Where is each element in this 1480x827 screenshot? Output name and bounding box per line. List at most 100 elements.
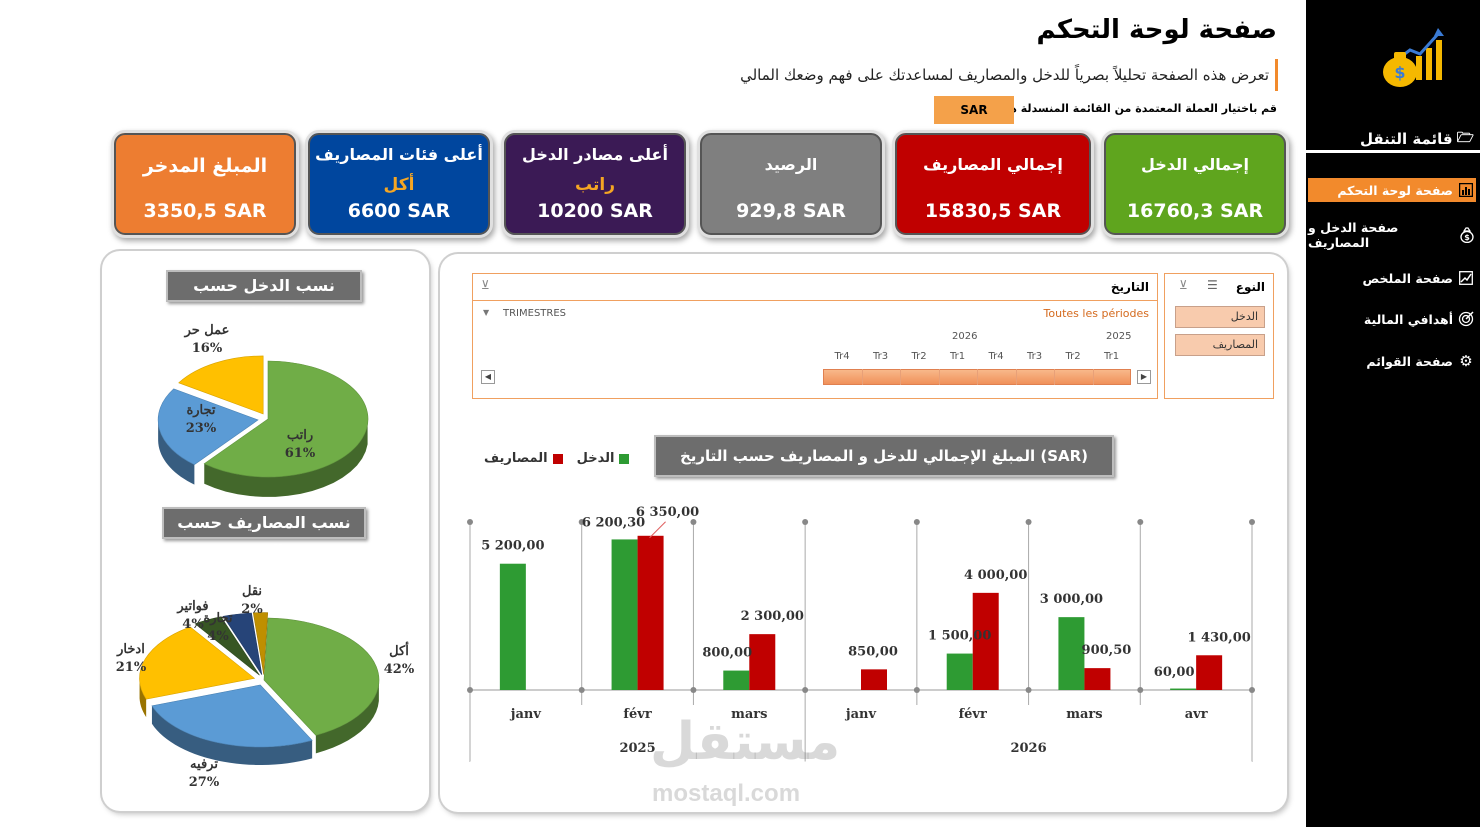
pie-label-name: نقل — [242, 584, 262, 599]
pie-label-name: فواتير — [176, 599, 208, 614]
data-label: 900,50 — [1082, 643, 1132, 658]
type-slicer[interactable]: النوع ☰ ⊻ الدخل المصاريف — [1164, 273, 1274, 399]
x-tick-label: mars — [1066, 707, 1102, 722]
data-label: 800,00 — [702, 646, 752, 661]
pie-label-pct: 27% — [189, 775, 220, 790]
currency-label: قم باختيار العملة المعتمدة من القائمة ال… — [1000, 102, 1277, 115]
quarter-label[interactable]: Tr2 — [1065, 351, 1081, 362]
pie-label-name: تجارة — [186, 403, 215, 418]
legend-swatch-income — [619, 453, 630, 464]
date-slicer-title: التاريخ — [1110, 280, 1149, 294]
quarter-row: Tr4 Tr3 Tr2 Tr1 Tr4 Tr3 Tr2 Tr1 — [823, 351, 1131, 365]
nav-item-financial-goals[interactable]: أهدافي المالية — [1308, 307, 1476, 331]
page-subtitle: تعرض هذه الصفحة تحليلاً بصرياً للدخل وال… — [740, 59, 1278, 91]
pie-slice-side — [151, 705, 313, 765]
quarter-label[interactable]: Tr1 — [1103, 351, 1120, 362]
watermark-arabic: مستقل — [650, 712, 841, 772]
bar-chart-title: المبلغ الإجمالي للدخل و المصاريف حسب الت… — [654, 435, 1114, 477]
date-timeline-slicer[interactable]: التاريخ ⊻ Toutes les périodes ▼ TRIMESTR… — [472, 273, 1158, 399]
data-label: 850,00 — [848, 644, 898, 659]
watermark-latin: mostaql.com — [652, 780, 801, 807]
kpi-total-income: إجمالي الدخل 16760,3 SAR — [1101, 130, 1289, 238]
pie-slice-راتب — [203, 360, 369, 478]
clear-filter-icon[interactable]: ⊻ — [1179, 278, 1188, 292]
kpi-label: الرصيد — [764, 155, 818, 174]
pie-slice-عمل حر — [178, 355, 264, 415]
bar-income-mars — [723, 670, 750, 690]
nav-item-lists[interactable]: صفحة القوائم ⚙ — [1366, 352, 1473, 370]
x-group-label: 2025 — [619, 741, 655, 756]
pie-label-pct: 23% — [186, 421, 217, 436]
data-label: 3 000,00 — [1040, 592, 1103, 607]
legend: الدخل المصاريف — [484, 451, 630, 466]
bar-expense-févr — [972, 592, 999, 690]
money-bag-icon: $ — [1459, 227, 1474, 243]
legend-label-expenses: المصاريف — [484, 451, 548, 466]
kpi-value: 3350,5 SAR — [143, 200, 267, 222]
currency-dropdown[interactable]: SAR — [934, 96, 1014, 124]
x-tick-label: janv — [845, 707, 877, 722]
pie-slice-تجارة — [222, 612, 263, 675]
pie-label-name: راتب — [287, 428, 313, 443]
chart-line-icon — [1458, 270, 1474, 286]
quarter-label[interactable]: Tr3 — [1026, 351, 1043, 362]
quarter-label[interactable]: Tr4 — [834, 351, 850, 362]
x-group-label: 2026 — [1010, 741, 1046, 756]
type-slicer-title: النوع — [1235, 280, 1265, 294]
pie-slice-side — [315, 682, 379, 754]
kpi-label: أعلى فئات المصاريف — [315, 145, 483, 164]
kpi-value: 10200 SAR — [537, 200, 653, 222]
kpi-value: 16760,3 SAR — [1126, 200, 1264, 222]
navigation-title: قائمة التنقل 🗁 — [1360, 127, 1474, 151]
year-label: 2025 — [1106, 331, 1132, 342]
pie-label-name: عمل حر — [184, 323, 230, 338]
bar-income-févr — [946, 653, 973, 690]
quarter-label[interactable]: Tr4 — [988, 351, 1004, 362]
kpi-label: إجمالي المصاريف — [923, 155, 1063, 174]
svg-text:$: $ — [1394, 63, 1405, 82]
x-tick-label: janv — [510, 707, 542, 722]
page-title: صفحة لوحة التحكم — [1036, 15, 1277, 45]
data-label: 60,00 — [1154, 665, 1195, 680]
legend-swatch-expenses — [552, 453, 563, 464]
nav-item-summary[interactable]: صفحة الملخص — [1308, 266, 1476, 290]
scroll-left-button[interactable]: ◀ — [481, 370, 495, 384]
expense-pie-title: نسب المصاريف حسب النوع — [162, 507, 366, 560]
quarter-label[interactable]: Tr3 — [872, 351, 889, 362]
data-label: 6 350,00 — [636, 505, 699, 520]
pie-slice-نقل — [252, 612, 269, 675]
type-slicer-item-income[interactable]: الدخل — [1175, 306, 1265, 328]
income-expense-bar-chart: janv févr mars janv févr mars avr 5 200,00 6 200… — [467, 505, 1255, 763]
clear-filter-icon[interactable]: ⊻ — [481, 278, 490, 292]
quarter-label[interactable]: Tr2 — [911, 351, 927, 362]
nav-divider — [1306, 150, 1480, 153]
pie-label-name: أكل — [389, 642, 409, 659]
kpi-savings: المبلغ المدخر 3350,5 SAR — [111, 130, 299, 238]
data-label: 4 000,00 — [964, 568, 1027, 583]
bar-expense-mars — [1084, 668, 1111, 690]
time-level-selector[interactable]: TRIMESTRES — [503, 308, 567, 319]
all-periods-label: Toutes les périodes — [1043, 307, 1149, 320]
pie-label-name: ادخار — [116, 642, 145, 657]
folder-icon: 🗁 — [1456, 130, 1474, 146]
data-label: 5 200,00 — [481, 539, 544, 554]
kpi-label: أعلى مصادر الدخل — [522, 145, 668, 164]
legend-item-expenses: المصاريف — [484, 451, 563, 466]
data-label: 6 200,30 — [582, 515, 645, 530]
kpi-top-income-source: أعلى مصادر الدخل راتب 10200 SAR — [501, 130, 689, 238]
pie-slice-أكل — [263, 617, 380, 736]
pie-label-pct: 4% — [182, 617, 204, 632]
pie-slice-ادخار — [139, 626, 256, 700]
chevron-down-icon[interactable]: ▼ — [483, 308, 490, 317]
multi-select-icon[interactable]: ☰ — [1207, 278, 1218, 292]
data-label: 1 430,00 — [1187, 630, 1250, 645]
income-pie-title: نسب الدخل حسب المصادر — [166, 270, 362, 323]
nav-item-dashboard[interactable]: صفحة لوحة التحكم — [1308, 178, 1476, 202]
scroll-right-button[interactable]: ▶ — [1137, 370, 1151, 384]
type-slicer-item-expenses[interactable]: المصاريف — [1175, 334, 1265, 356]
gear-icon: ⚙ — [1459, 352, 1473, 370]
pie-slice-side — [158, 420, 195, 485]
nav-item-income-expenses[interactable]: صفحة الدخل و المصاريف $ — [1308, 220, 1476, 250]
quarter-label[interactable]: Tr1 — [949, 351, 966, 362]
